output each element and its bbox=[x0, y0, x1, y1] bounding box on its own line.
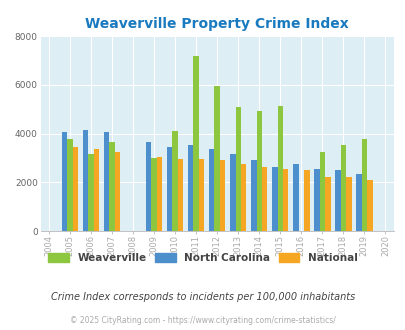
Bar bbox=[324, 178, 330, 231]
Bar bbox=[282, 169, 288, 231]
Bar bbox=[235, 107, 241, 231]
Bar bbox=[355, 174, 361, 231]
Bar bbox=[104, 132, 109, 231]
Bar bbox=[340, 145, 345, 231]
Bar bbox=[67, 139, 72, 231]
Bar bbox=[166, 147, 172, 231]
Bar bbox=[156, 157, 162, 231]
Bar bbox=[188, 145, 193, 231]
Bar bbox=[198, 159, 204, 231]
Bar bbox=[313, 169, 319, 231]
Bar bbox=[193, 56, 198, 231]
Bar bbox=[256, 111, 261, 231]
Legend: Weaverville, North Carolina, National: Weaverville, North Carolina, National bbox=[44, 249, 361, 267]
Bar bbox=[177, 159, 183, 231]
Title: Weaverville Property Crime Index: Weaverville Property Crime Index bbox=[85, 17, 348, 31]
Bar bbox=[292, 164, 298, 231]
Bar bbox=[214, 86, 220, 231]
Bar bbox=[172, 131, 177, 231]
Bar bbox=[109, 142, 115, 231]
Bar bbox=[277, 106, 282, 231]
Bar bbox=[271, 167, 277, 231]
Bar bbox=[230, 154, 235, 231]
Bar bbox=[145, 142, 151, 231]
Bar bbox=[345, 178, 351, 231]
Bar bbox=[319, 152, 324, 231]
Bar bbox=[250, 160, 256, 231]
Bar bbox=[241, 164, 246, 231]
Text: Crime Index corresponds to incidents per 100,000 inhabitants: Crime Index corresponds to incidents per… bbox=[51, 292, 354, 302]
Bar bbox=[361, 139, 366, 231]
Text: © 2025 CityRating.com - https://www.cityrating.com/crime-statistics/: © 2025 CityRating.com - https://www.city… bbox=[70, 316, 335, 325]
Bar bbox=[62, 132, 67, 231]
Bar bbox=[220, 160, 225, 231]
Bar bbox=[335, 170, 340, 231]
Bar bbox=[88, 154, 94, 231]
Bar bbox=[151, 158, 156, 231]
Bar bbox=[83, 130, 88, 231]
Bar bbox=[366, 180, 372, 231]
Bar bbox=[115, 152, 120, 231]
Bar bbox=[303, 170, 309, 231]
Bar bbox=[94, 149, 99, 231]
Bar bbox=[261, 167, 267, 231]
Bar bbox=[209, 149, 214, 231]
Bar bbox=[72, 147, 78, 231]
